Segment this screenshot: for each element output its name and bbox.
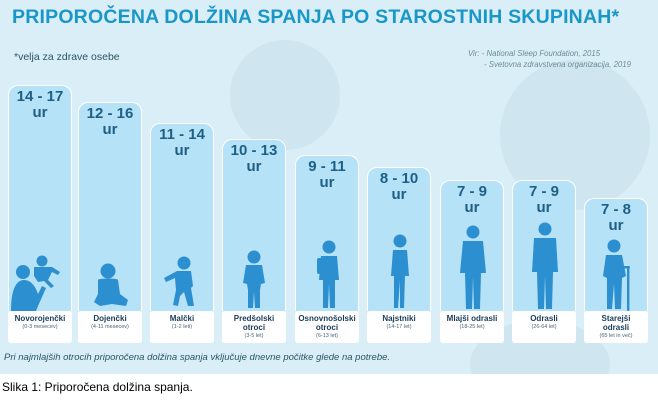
source-line-2: - Svetovna zdravstvena organizacija, 201… bbox=[484, 60, 631, 69]
hours-unit: ur bbox=[174, 142, 190, 159]
preschool-child-icon bbox=[243, 250, 265, 308]
group-age: (0-3 mesecev) bbox=[22, 324, 58, 330]
group-age: (18-25 let) bbox=[459, 324, 485, 330]
group-name-line-2: otroci bbox=[315, 323, 339, 332]
group-name: Starejši bbox=[601, 314, 631, 323]
footnote: Pri najmlajših otrocih priporočena dolži… bbox=[4, 352, 391, 363]
source-note: Vir: - National Sleep Foundation, 2015 -… bbox=[468, 48, 631, 70]
group-age: (14-17 let) bbox=[386, 324, 412, 330]
group-name: Najstniki bbox=[382, 314, 416, 323]
group-name-line-2: otroci bbox=[242, 323, 266, 332]
infographic-panel: PRIPOROČENA DOLŽINA SPANJA PO STAROSTNIH… bbox=[0, 0, 658, 374]
group-name: Malčki bbox=[169, 314, 195, 323]
adult-icon bbox=[532, 222, 558, 309]
sleep-bar: 12 - 16 ur bbox=[78, 102, 142, 311]
age-group-label: Dojenčki (4-11 mesecev) bbox=[78, 311, 142, 343]
hours-range: 9 - 11 bbox=[308, 158, 346, 175]
group-age: (65 let in več) bbox=[599, 333, 633, 339]
hours-unit: ur bbox=[391, 186, 407, 203]
hours-range: 12 - 16 bbox=[86, 105, 134, 122]
hours-unit: ur bbox=[102, 121, 118, 138]
hours-unit: ur bbox=[32, 104, 48, 121]
hours-range: 7 - 8 bbox=[600, 201, 631, 218]
teenager-icon bbox=[391, 234, 409, 308]
hours-unit: ur bbox=[536, 199, 552, 216]
hours-unit: ur bbox=[464, 199, 480, 216]
schoolchild-icon bbox=[317, 240, 339, 308]
elderly-with-cane-icon bbox=[603, 239, 630, 311]
source-line-1: Vir: - National Sleep Foundation, 2015 bbox=[468, 49, 601, 58]
hours-range: 14 - 17 bbox=[16, 88, 64, 105]
hours-range: 8 - 10 bbox=[379, 170, 419, 187]
group-age: (26-64 let) bbox=[531, 324, 557, 330]
age-group-label: Novorojenčki (0-3 mesecev) bbox=[8, 311, 72, 343]
group-name: Osnovnošolski bbox=[298, 314, 356, 323]
group-name: Dojenčki bbox=[93, 314, 127, 323]
background-decoration bbox=[230, 40, 340, 150]
hours-unit: ur bbox=[246, 158, 262, 175]
group-name: Novorojenčki bbox=[14, 314, 66, 323]
hours-range: 7 - 9 bbox=[528, 183, 559, 200]
age-group-label: Odrasli (26-64 let) bbox=[512, 311, 576, 343]
hours-range: 7 - 9 bbox=[456, 183, 487, 200]
hours-range: 11 - 14 bbox=[159, 126, 205, 143]
sleep-bar: 11 - 14 ur bbox=[150, 123, 214, 311]
age-group-label: Predšolski otroci (3-5 let) bbox=[222, 311, 286, 343]
group-name: Mlajši odrasli bbox=[446, 314, 498, 323]
group-age: (6-13 let) bbox=[315, 333, 338, 339]
figure-caption: Slika 1: Priporočena dolžina spanja. bbox=[2, 380, 193, 394]
healthy-note: *velja za zdrave osebe bbox=[14, 51, 120, 63]
sitting-baby-icon bbox=[94, 263, 128, 306]
age-group-label: Starejši odrasli (65 let in več) bbox=[584, 311, 648, 343]
hours-unit: ur bbox=[608, 217, 624, 234]
group-name: Odrasli bbox=[530, 314, 558, 323]
parent-with-baby-icon bbox=[11, 255, 60, 311]
age-group-label: Mlajši odrasli (18-25 let) bbox=[440, 311, 504, 343]
age-group-label: Osnovnošolski otroci (6-13 let) bbox=[295, 311, 359, 343]
group-name: Predšolski bbox=[233, 314, 275, 323]
group-name-line-2: odrasli bbox=[602, 323, 630, 332]
infographic-title: PRIPOROČENA DOLŽINA SPANJA PO STAROSTNIH… bbox=[12, 6, 620, 28]
toddler-icon bbox=[164, 256, 194, 306]
group-age: (3-5 let) bbox=[244, 333, 264, 339]
age-group-label: Malčki (1-2 leti) bbox=[150, 311, 214, 343]
group-age: (1-2 leti) bbox=[171, 324, 193, 330]
young-adult-icon bbox=[460, 225, 486, 309]
hours-unit: ur bbox=[319, 174, 335, 191]
age-group-label: Najstniki (14-17 let) bbox=[367, 311, 431, 343]
group-age: (4-11 mesecev) bbox=[91, 324, 129, 330]
hours-range: 10 - 13 bbox=[230, 142, 278, 159]
